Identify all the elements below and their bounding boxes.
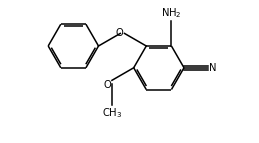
Text: O: O	[116, 28, 124, 38]
Text: NH$_2$: NH$_2$	[161, 6, 182, 20]
Text: CH$_3$: CH$_3$	[102, 106, 122, 120]
Text: O: O	[104, 80, 111, 90]
Text: N: N	[209, 63, 217, 73]
